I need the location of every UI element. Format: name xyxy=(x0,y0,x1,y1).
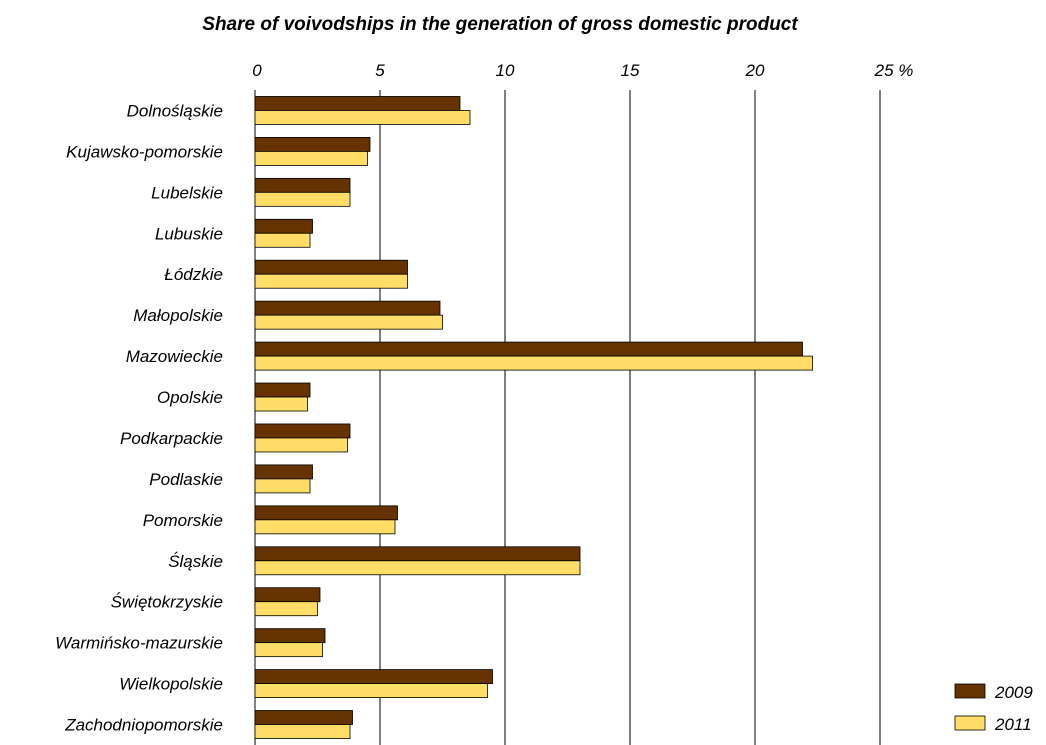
bar-2011-3 xyxy=(254,191,351,207)
category-label: Lubuskie xyxy=(155,224,223,243)
bar-2009-3 xyxy=(254,177,351,193)
bar-2009-1 xyxy=(254,96,461,111)
bar-2011-15 xyxy=(254,683,488,698)
bar-2011-12 xyxy=(254,560,581,576)
bar-2009-9 xyxy=(254,423,351,439)
category-label: Łódzkie xyxy=(164,265,223,284)
category-label: Świętokrzyskie xyxy=(111,593,223,612)
bar-2009-5 xyxy=(254,259,408,275)
bar-2009-7 xyxy=(254,341,803,357)
category-label: Wielkopolskie xyxy=(119,675,223,694)
bar-2009-2 xyxy=(254,137,371,152)
x-tick-label: 25 % xyxy=(874,61,914,80)
x-tick-label: 15 xyxy=(621,61,640,80)
legend-swatch-2009 xyxy=(954,683,986,699)
legend-label-2011: 2011 xyxy=(994,715,1032,734)
bar-2009-8 xyxy=(254,382,311,398)
category-label: Podlaskie xyxy=(149,470,223,489)
category-label: Opolskie xyxy=(157,388,223,407)
x-tick-label: 20 xyxy=(745,61,765,80)
category-label: Zachodniopomorskie xyxy=(64,716,223,735)
x-axis-tick-labels: 0 5 10 15 20 25 % xyxy=(252,61,913,80)
x-tick-label: 0 xyxy=(252,61,262,80)
category-label: Dolnośląskie xyxy=(127,101,223,120)
bar-2011-16 xyxy=(254,724,351,739)
bar-2011-2 xyxy=(254,151,368,166)
x-tick-label: 5 xyxy=(375,61,385,80)
category-label: Podkarpackie xyxy=(120,429,223,448)
bar-2009-13 xyxy=(254,587,321,603)
legend-swatch-2011 xyxy=(954,715,986,731)
chart-title: Share of voivodships in the generation o… xyxy=(202,14,798,35)
category-label: Mazowieckie xyxy=(126,347,223,366)
category-label: Śląskie xyxy=(168,552,223,571)
category-label: Małopolskie xyxy=(133,306,223,325)
bar-2011-10 xyxy=(254,478,311,494)
bar-2011-1 xyxy=(254,110,471,125)
bar-2011-4 xyxy=(254,232,311,248)
bars xyxy=(254,96,813,739)
x-tick-label: 10 xyxy=(496,61,515,80)
category-label: Warmińsko-mazurskie xyxy=(55,634,223,653)
bar-2011-13 xyxy=(254,601,318,617)
bar-2009-10 xyxy=(254,464,313,480)
category-label: Lubelskie xyxy=(151,183,223,202)
bar-2011-8 xyxy=(254,396,308,412)
bar-2011-14 xyxy=(254,642,323,658)
bar-2011-6 xyxy=(254,314,443,330)
bar-2009-15 xyxy=(254,669,493,684)
bar-2009-4 xyxy=(254,218,313,234)
bar-2009-12 xyxy=(254,546,581,562)
legend: 2009 2011 xyxy=(954,683,1033,734)
bar-2009-14 xyxy=(254,628,326,644)
category-label: Kujawsko-pomorskie xyxy=(66,142,223,161)
bar-2009-16 xyxy=(254,710,353,725)
bar-2011-7 xyxy=(254,355,813,371)
category-label: Pomorskie xyxy=(143,511,223,530)
bar-2011-11 xyxy=(254,519,396,535)
bar-2009-6 xyxy=(254,300,441,316)
gridlines xyxy=(254,90,881,745)
bar-2009-11 xyxy=(254,505,398,521)
category-labels: Dolnośląskie Kujawsko-pomorskie Lubelskie L… xyxy=(55,101,223,734)
legend-label-2009: 2009 xyxy=(994,683,1033,702)
bar-2011-5 xyxy=(254,273,408,289)
bar-2011-9 xyxy=(254,437,348,453)
